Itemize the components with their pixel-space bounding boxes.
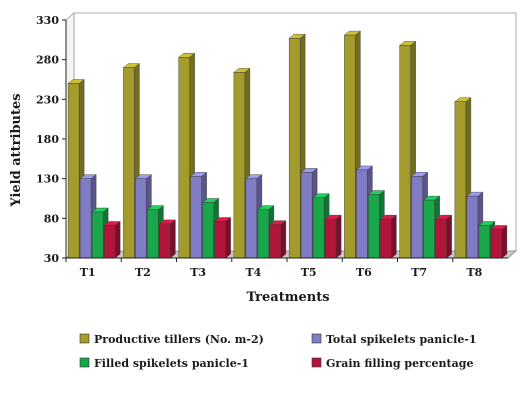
bar-front (423, 199, 435, 259)
bar-front (300, 172, 313, 259)
bar-front (178, 57, 190, 259)
bar-side (391, 214, 397, 259)
bar-front (245, 178, 258, 259)
y-tick-label: 180 (36, 133, 59, 146)
x-tick-label: T6 (356, 266, 372, 279)
x-tick-label: T7 (411, 266, 427, 279)
bar-front (324, 218, 337, 259)
y-axis-title: Yield attributes (9, 93, 24, 207)
bar-front (411, 176, 423, 259)
x-tick-label: T5 (301, 266, 317, 279)
y-tick-label: 230 (36, 93, 59, 106)
bar-front (288, 38, 301, 259)
bar-front (269, 224, 282, 259)
x-tick-label: T2 (135, 266, 151, 279)
bar-front (233, 72, 246, 259)
axes-group: 30 80 130 180 230 280 330 T1 T2 T3 T4 T5 T6 T7 T8 (36, 14, 508, 279)
bar-front (399, 45, 411, 259)
bars-group (67, 30, 508, 259)
x-tick-label: T8 (466, 266, 482, 279)
bar-front (454, 101, 467, 259)
x-axis-title: Treatments (246, 290, 329, 305)
bar-front (159, 223, 171, 259)
legend-entry-1: Productive tillers (No. m-2) (79, 333, 264, 346)
legend-entry-3: Filled spikelets panicle-1 (79, 357, 249, 370)
bar-front (214, 221, 226, 259)
bar-front (344, 34, 356, 259)
x-tick-label: T1 (80, 266, 96, 279)
y-tick-label: 330 (36, 14, 59, 27)
legend-swatch (311, 357, 322, 368)
bar-side (225, 217, 231, 259)
bar-front (67, 83, 80, 259)
legend-label: Total spikelets panicle-1 (326, 333, 477, 346)
bar-front (368, 194, 380, 259)
bar-front (435, 218, 447, 259)
bar-t2-series-4 (158, 219, 176, 259)
bar-front (356, 169, 368, 259)
bar-front (380, 218, 392, 259)
bar-front (79, 178, 92, 259)
legend-swatch (311, 333, 322, 344)
legend: Productive tillers (No. m-2) Total spikel… (79, 333, 477, 370)
bar-front (466, 195, 479, 259)
bar-side (501, 225, 508, 259)
bar-t4-series-4 (269, 220, 287, 259)
bar-t7-series-4 (435, 214, 453, 259)
legend-label: Grain filling percentage (326, 357, 473, 370)
bar-front (312, 197, 325, 259)
bar-front (478, 225, 491, 259)
bar-side (170, 219, 176, 259)
legend-label: Filled spikelets panicle-1 (94, 357, 249, 370)
legend-entry-2: Total spikelets panicle-1 (311, 333, 477, 346)
bar-t5-series-4 (324, 214, 342, 259)
bar-t8-series-4 (490, 225, 508, 259)
bar-t1-series-4 (103, 221, 121, 259)
bar-front (490, 229, 503, 259)
bar-front (135, 178, 147, 259)
bar-front (202, 202, 214, 259)
bar-front (257, 209, 270, 259)
x-tick-label: T3 (190, 266, 206, 279)
bar-front (190, 176, 202, 259)
bar-side (446, 214, 452, 259)
legend-entry-4: Grain filling percentage (311, 357, 473, 370)
bar-front (103, 225, 116, 259)
y-tick-label: 130 (36, 173, 59, 186)
y-tick-label: 80 (44, 212, 60, 225)
bar-t3-series-4 (214, 217, 232, 259)
y-tick-label: 30 (44, 252, 60, 265)
legend-swatch (79, 333, 90, 344)
x-tick-label: T4 (245, 266, 261, 279)
legend-label: Productive tillers (No. m-2) (94, 333, 264, 346)
bar-t6-series-4 (379, 214, 397, 259)
bar-side (280, 220, 287, 259)
bar-front (123, 67, 135, 259)
y-tick-label: 280 (36, 54, 59, 67)
bar-front (91, 211, 104, 259)
bar-side (114, 221, 121, 259)
bar-side (335, 214, 342, 259)
legend-swatch (79, 357, 90, 368)
bar-front (147, 209, 159, 259)
